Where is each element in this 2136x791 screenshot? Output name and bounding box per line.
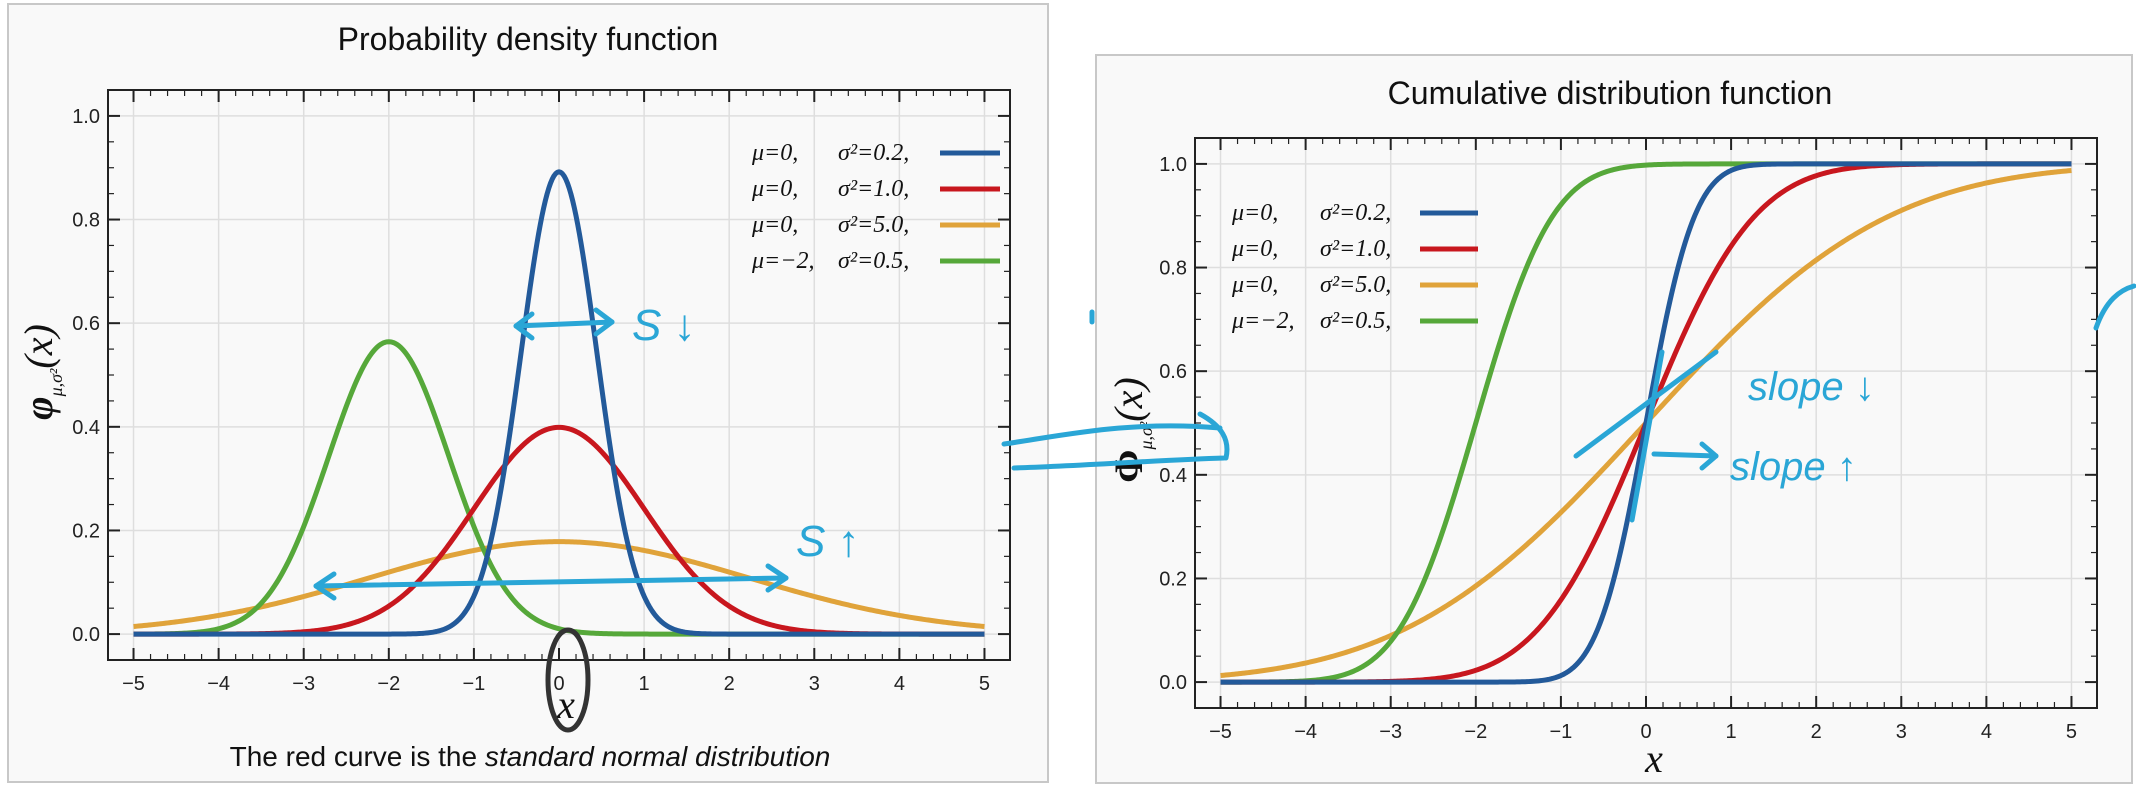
pdf-panel-background xyxy=(7,3,1049,783)
cdf-panel-background xyxy=(1095,54,2133,784)
cdf-x-tick-label: 0 xyxy=(1640,721,1651,743)
pdf-legend-mu-2: μ=0, xyxy=(751,176,798,202)
pdf-s-increase-note: S ↑ xyxy=(796,517,860,566)
pdf-x-label-circle-annotation xyxy=(545,627,591,733)
cdf-x-tick-label: −3 xyxy=(1379,721,1402,743)
pdf-y-tick-label: 0.2 xyxy=(72,520,100,542)
pdf-series-line-1 xyxy=(132,169,986,637)
cdf-legend-sigma-3: σ²=5.0, xyxy=(1320,272,1391,298)
cdf-x-tick-label: −2 xyxy=(1464,721,1487,743)
cdf-title: Cumulative distribution function xyxy=(1388,75,1833,111)
cdf-y-tick-label: 1.0 xyxy=(1159,154,1187,176)
cdf-steep-slope-line xyxy=(1629,349,1665,523)
pdf-chart: Probability density function −5 −4 −3 −2 −1 0… xyxy=(7,3,1049,783)
pdf-wide-arrowhead-left xyxy=(313,571,337,601)
pdf-legend-sigma-4: σ²=0.5, xyxy=(838,248,909,274)
cdf-legend-sigma-2: σ²=1.0, xyxy=(1320,236,1391,262)
cdf-x-tick-label: 3 xyxy=(1896,721,1907,743)
pdf-legend-sigma-1: σ²=0.2, xyxy=(838,140,909,166)
pdf-series-line-3 xyxy=(132,539,986,629)
pdf-x-tick-label: 3 xyxy=(809,673,820,695)
pdf-caption-emphasis: standard normal distribution xyxy=(485,741,831,772)
stray-pen-mark-right xyxy=(2093,283,2136,331)
pdf-caption: The red curve is the standard normal dis… xyxy=(230,741,831,772)
pdf-legend-sigma-3: σ²=5.0, xyxy=(838,212,909,238)
pdf-wide-width-arrow xyxy=(313,575,789,589)
cdf-legend-sigma-1: σ²=0.2, xyxy=(1320,200,1391,226)
pdf-y-tick-label: 0.4 xyxy=(72,417,100,439)
pdf-narrow-arrowhead-right xyxy=(593,307,615,337)
pdf-x-tick-label: −4 xyxy=(207,673,230,695)
pdf-x-tick-label: 1 xyxy=(639,673,650,695)
between-charts-arrow xyxy=(1001,411,1230,471)
cdf-y-tick-label: 0.6 xyxy=(1159,361,1187,383)
pdf-x-tick-label: 4 xyxy=(894,673,905,695)
pdf-x-axis-label: x xyxy=(556,682,575,727)
pdf-ylabel-arg: (x) xyxy=(16,324,61,368)
pdf-y-axis-label: φμ,σ²(x) xyxy=(16,324,66,420)
pdf-y-tick-label: 1.0 xyxy=(72,106,100,128)
cdf-gentle-slope-line xyxy=(1573,349,1719,459)
pdf-x-tick-label: 2 xyxy=(724,673,735,695)
pdf-legend: μ=0, σ²=0.2, μ=0, σ²=1.0, μ=0, σ²=5.0, μ… xyxy=(751,140,1000,274)
pdf-curves xyxy=(132,169,986,637)
cdf-x-tick-label: 5 xyxy=(2066,721,2077,743)
cdf-slope-pointer-line xyxy=(1651,451,1719,459)
cdf-legend: μ=0, σ²=0.2, μ=0, σ²=1.0, μ=0, σ²=5.0, μ… xyxy=(1231,200,1478,334)
pdf-title: Probability density function xyxy=(338,21,719,57)
pdf-y-tick-label: 0.6 xyxy=(72,313,100,335)
pdf-narrow-width-arrow xyxy=(513,319,615,329)
cdf-y-tick-label: 0.0 xyxy=(1159,672,1187,694)
svg-text:φμ,σ²(x): φμ,σ²(x) xyxy=(16,324,66,420)
pdf-x-tick-label: −1 xyxy=(462,673,485,695)
pdf-caption-prefix: The red curve is the xyxy=(230,741,485,772)
pdf-ylabel-main: φ xyxy=(16,396,61,419)
pdf-x-tick-label: −5 xyxy=(122,673,145,695)
cdf-curves xyxy=(1219,161,2073,685)
cdf-y-tick-label: 0.2 xyxy=(1159,568,1187,590)
cdf-x-tick-label: −4 xyxy=(1294,721,1317,743)
pdf-wide-arrowhead-right xyxy=(765,563,789,593)
cdf-x-tick-label: −1 xyxy=(1549,721,1572,743)
pdf-ylabel-sub: μ,σ² xyxy=(46,368,66,397)
pdf-x-tick-label: −2 xyxy=(377,673,400,695)
cdf-ylabel-main: Φ xyxy=(1106,450,1151,483)
cdf-legend-mu-4: μ=−2, xyxy=(1231,308,1294,334)
pdf-ticks: −5 −4 −3 −2 −1 0 1 2 3 4 5 0.0 0.2 0.4 0.6 0.8 1.0 xyxy=(72,90,1010,695)
pdf-legend-mu-3: μ=0, xyxy=(751,212,798,238)
pdf-x-tick-label: −3 xyxy=(292,673,315,695)
cdf-slope-decrease-note: slope ↓ xyxy=(1748,365,1875,409)
cdf-y-tick-label: 0.4 xyxy=(1159,465,1187,487)
cdf-x-tick-label: 1 xyxy=(1726,721,1737,743)
cdf-ylabel-arg: (x) xyxy=(1106,377,1151,421)
cdf-slope-increase-note: slope ↑ xyxy=(1730,445,1857,489)
cdf-x-axis-label: x xyxy=(1644,736,1663,781)
cdf-legend-mu-3: μ=0, xyxy=(1231,272,1278,298)
handwritten-annotations: S ↓ S ↑ slope ↓ slope ↑ xyxy=(313,283,2136,601)
cdf-ticks: −5 −4 −3 −2 −1 0 1 2 3 4 5 0.0 0.2 0.4 0.6 0.8 1.0 xyxy=(1159,138,2097,743)
cdf-x-tick-label: 4 xyxy=(1981,721,1992,743)
cdf-legend-mu-1: μ=0, xyxy=(1231,200,1278,226)
pdf-legend-mu-1: μ=0, xyxy=(751,140,798,166)
pdf-s-decrease-note: S ↓ xyxy=(632,301,696,350)
pdf-legend-sigma-2: σ²=1.0, xyxy=(838,176,909,202)
pdf-x-tick-label: 5 xyxy=(979,673,990,695)
cdf-legend-sigma-4: σ²=0.5, xyxy=(1320,308,1391,334)
pdf-y-tick-label: 0.8 xyxy=(72,210,100,232)
pdf-x-tick-label: 0 xyxy=(553,673,564,695)
cdf-x-tick-label: 2 xyxy=(1811,721,1822,743)
pdf-narrow-arrowhead-left xyxy=(513,311,535,341)
cdf-chart: Cumulative distribution function −5 −4 −3−… xyxy=(1095,54,2133,784)
cdf-legend-mu-2: μ=0, xyxy=(1231,236,1278,262)
cdf-y-tick-label: 0.8 xyxy=(1159,258,1187,280)
cdf-series-line-1 xyxy=(1219,161,2073,685)
cdf-slope-pointer-arrowhead xyxy=(1699,441,1719,471)
cdf-x-tick-label: −5 xyxy=(1209,721,1232,743)
pdf-y-tick-label: 0.0 xyxy=(72,624,100,646)
pdf-legend-mu-4: μ=−2, xyxy=(751,248,814,274)
